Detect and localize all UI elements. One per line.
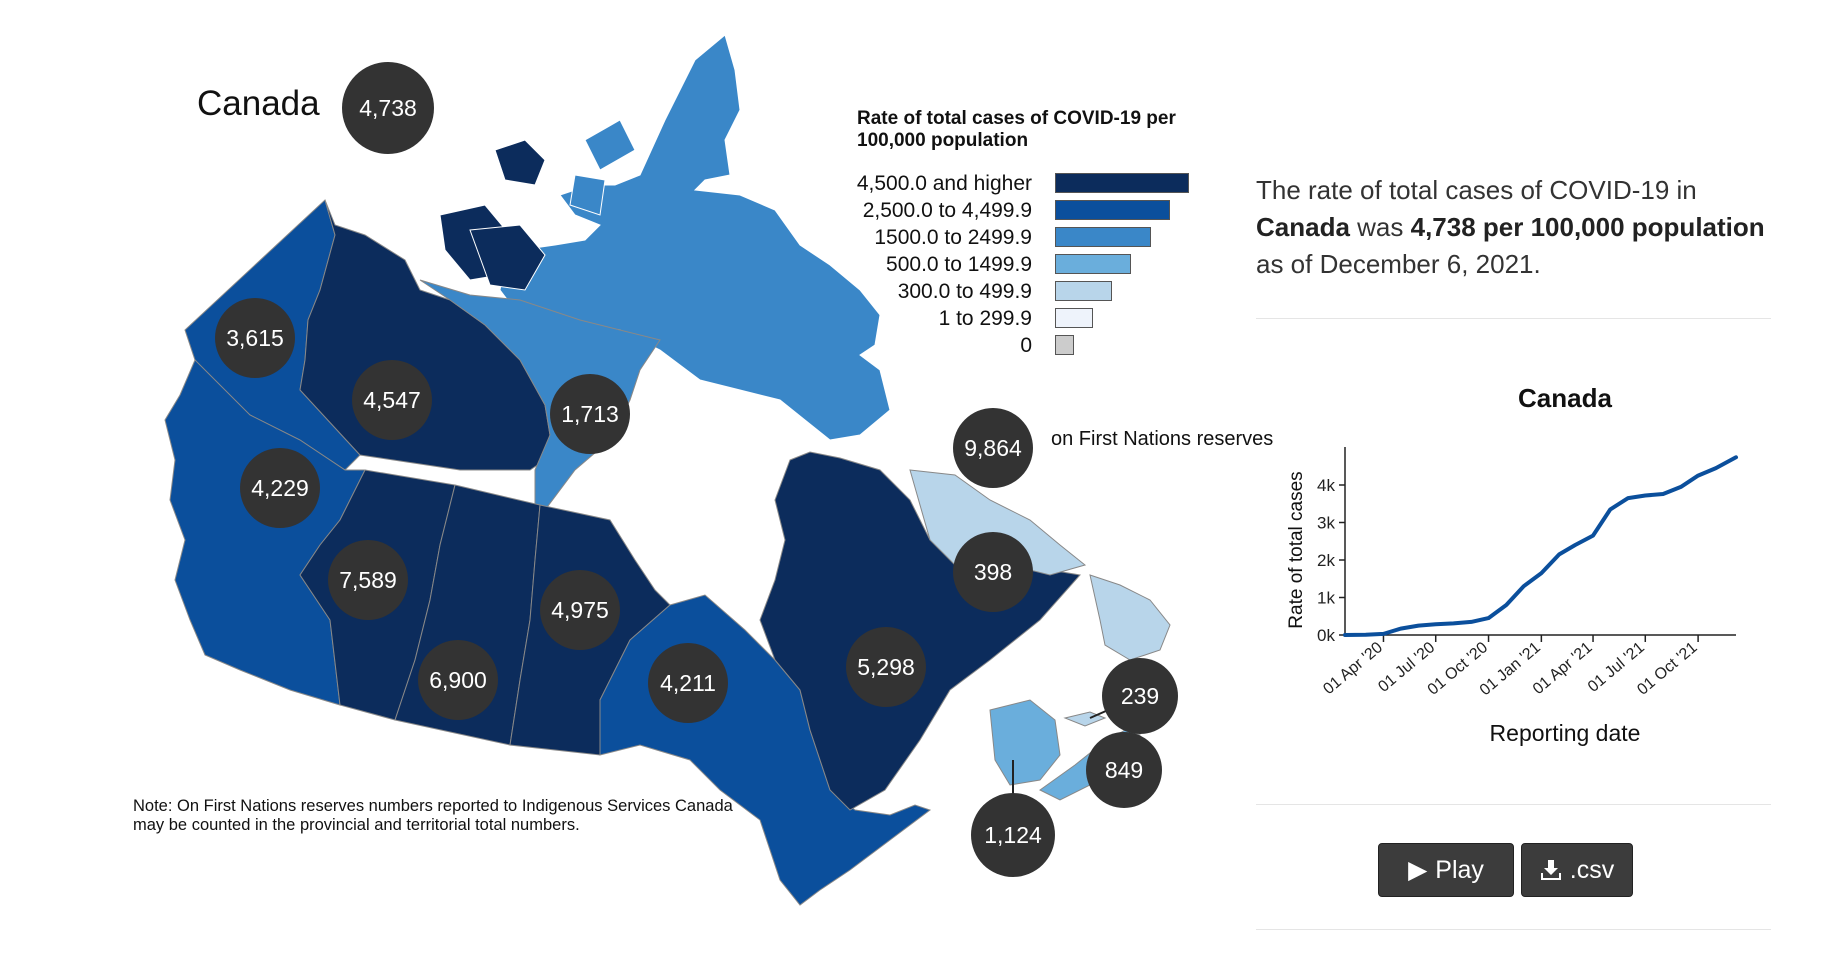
region-manitoba-rate-label: 4,975 [551, 597, 609, 623]
summary-part3: as of December 6, 2021. [1256, 249, 1541, 279]
download-csv-button[interactable]: .csv [1521, 843, 1633, 897]
legend-swatch [1055, 335, 1074, 355]
region-northwest-territories-rate-label: 4,547 [363, 387, 421, 413]
divider-top [1256, 318, 1771, 319]
legend-swatch [1055, 173, 1189, 193]
legend-swatch [1055, 200, 1170, 220]
region-newfoundland[interactable] [1089, 574, 1171, 661]
divider-middle [1256, 804, 1771, 805]
region-british-columbia-rate-label: 4,229 [251, 475, 309, 501]
region-ontario-rate-label: 4,211 [660, 670, 716, 696]
region-new-brunswick-bubble[interactable] [971, 793, 1055, 877]
legend-title: Rate of total cases of COVID-19 per 100,… [857, 108, 1176, 151]
region-prince-edward-island-rate-label: 239 [1121, 683, 1159, 709]
region-nwt-island-c[interactable] [469, 224, 546, 291]
y-tick-label: 2k [1317, 551, 1335, 570]
legend-swatch [1055, 254, 1131, 274]
region-labrador[interactable] [909, 469, 1087, 576]
download-icon [1540, 860, 1561, 880]
region-prince-edward-island-bubble[interactable] [1102, 658, 1178, 734]
canada-map: 4,738 9,864 3,615 4,547 1,713 4,229 7,589 6,900… [164, 34, 1178, 906]
region-saskatchewan-bubble[interactable] [418, 640, 498, 720]
divider-bottom [1256, 929, 1771, 930]
region-saskatchewan-rate-label: 6,900 [429, 667, 487, 693]
csv-label: .csv [1569, 855, 1615, 884]
canada-bubble[interactable] [342, 62, 434, 154]
first-nations-bubble[interactable] [953, 408, 1033, 488]
x-axis-label: Reporting date [1490, 720, 1641, 746]
region-newfoundland-and-labrador-rate-label: 398 [974, 559, 1012, 585]
region-nunavut-rate-label: 1,713 [561, 401, 619, 427]
region-quebec-bubble[interactable] [846, 627, 926, 707]
legend-swatch [1055, 227, 1151, 247]
y-tick-label: 4k [1317, 476, 1335, 495]
region-quebec[interactable] [759, 451, 1081, 811]
region-british-columbia-bubble[interactable] [240, 448, 320, 528]
region-nunavut-bubble[interactable] [550, 374, 630, 454]
summary-place: Canada [1256, 212, 1350, 242]
legend-label: 1 to 299.9 [938, 307, 1032, 330]
region-quebec-rate-label: 5,298 [857, 654, 915, 680]
canada-rate-label: 4,738 [359, 95, 417, 121]
legend-swatch [1055, 308, 1093, 328]
legend-label: 1500.0 to 2499.9 [874, 226, 1032, 249]
summary-text: The rate of total cases of COVID-19 in C… [1256, 172, 1796, 283]
summary-part2: was [1349, 212, 1411, 242]
region-yukon-rate-label: 3,615 [226, 325, 284, 351]
legend-row: 4,500.0 and higher [820, 170, 1220, 197]
legend-row: 2,500.0 to 4,499.9 [820, 197, 1220, 224]
legend: 4,500.0 and higher 2,500.0 to 4,499.9 1500… [820, 170, 1220, 359]
summary-part1: The rate of total cases of COVID-19 in [1256, 175, 1697, 205]
legend-row: 0 [820, 332, 1220, 359]
region-yukon-bubble[interactable] [215, 298, 295, 378]
map-note: Note: On First Nations reserves numbers … [133, 797, 733, 834]
first-nations-label: on First Nations reserves [1051, 428, 1274, 450]
region-nova-scotia-bubble[interactable] [1086, 732, 1162, 808]
y-tick-label: 0k [1317, 626, 1335, 645]
region-alberta-rate-label: 7,589 [339, 567, 397, 593]
legend-row: 500.0 to 1499.9 [820, 251, 1220, 278]
region-nunavut-islands[interactable] [499, 34, 891, 441]
region-northwest-territories-bubble[interactable] [352, 360, 432, 440]
region-new-brunswick[interactable] [989, 699, 1061, 786]
legend-row: 1500.0 to 2499.9 [820, 224, 1220, 251]
y-tick-label: 3k [1317, 514, 1335, 533]
chart-title: Canada [1518, 383, 1612, 413]
legend-swatch [1055, 281, 1112, 301]
play-icon: ▶ [1408, 856, 1428, 884]
legend-label: 500.0 to 1499.9 [886, 253, 1032, 276]
legend-row: 300.0 to 499.9 [820, 278, 1220, 305]
series-line [1343, 455, 1738, 637]
legend-label: 0 [1020, 334, 1032, 357]
legend-label: 4,500.0 and higher [856, 172, 1032, 195]
legend-label: 2,500.0 to 4,499.9 [862, 199, 1032, 222]
region-british-columbia[interactable] [164, 359, 366, 706]
region-nunavut-island-a[interactable] [584, 119, 636, 171]
region-nova-scotia-rate-label: 849 [1105, 757, 1143, 783]
region-new-brunswick-rate-label: 1,124 [984, 822, 1042, 848]
first-nations-rate-label: 9,864 [964, 435, 1022, 461]
region-manitoba-bubble[interactable] [540, 570, 620, 650]
region-newfoundland-and-labrador-bubble[interactable] [953, 532, 1033, 612]
legend-row: 1 to 299.9 [820, 305, 1220, 332]
legend-label: 300.0 to 499.9 [897, 280, 1032, 303]
region-nwt-island-a[interactable] [494, 139, 546, 186]
region-alberta-bubble[interactable] [328, 540, 408, 620]
summary-value: 4,738 per 100,000 population [1410, 212, 1765, 242]
map-title: Canada [197, 84, 320, 123]
play-label: Play [1435, 855, 1484, 884]
y-tick-label: 1k [1317, 589, 1335, 608]
region-nunavut-mainland[interactable] [419, 279, 661, 520]
region-nunavut-island-b[interactable] [569, 174, 606, 216]
region-ontario-bubble[interactable] [648, 643, 728, 723]
y-axis-label: Rate of total cases [1286, 471, 1307, 628]
play-button[interactable]: ▶ Play [1378, 843, 1514, 897]
x-tick-label: 01 Apr '20 [1320, 639, 1386, 698]
